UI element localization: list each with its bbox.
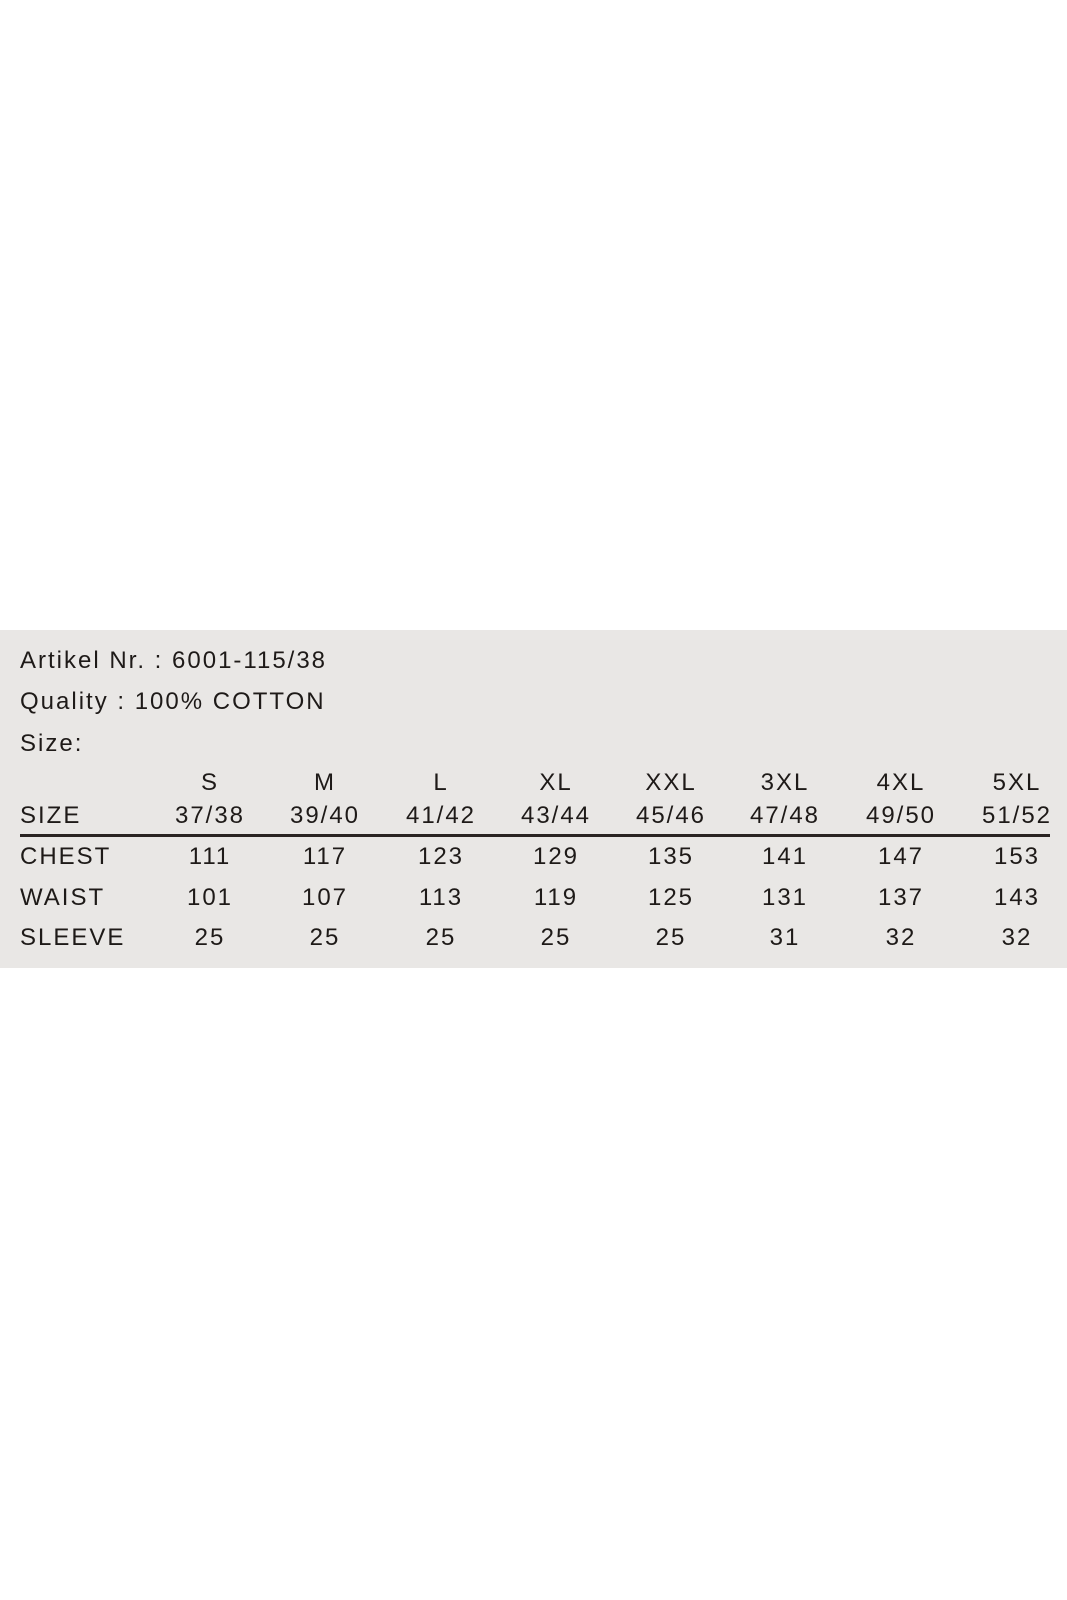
- size-range: 39/40: [289, 802, 361, 829]
- size-chart-panel: [0, 630, 1067, 968]
- size-range: 37/38: [174, 802, 246, 829]
- table-cell: 25: [194, 924, 226, 951]
- size-range: 43/44: [520, 802, 592, 829]
- table-cell: 25: [540, 924, 572, 951]
- size-code: 5XL: [992, 769, 1042, 796]
- table-cell: 137: [877, 884, 925, 911]
- table-cell: 111: [188, 843, 232, 870]
- size-code: XXL: [645, 769, 697, 796]
- table-cell: 25: [309, 924, 341, 951]
- size-range: 41/42: [405, 802, 477, 829]
- table-cell: 125: [647, 884, 695, 911]
- size-range: 49/50: [865, 802, 937, 829]
- size-code: XL: [539, 769, 573, 796]
- table-cell: 141: [761, 843, 809, 870]
- size-code: M: [314, 769, 336, 796]
- table-cell: 119: [533, 884, 579, 911]
- table-cell: 32: [1001, 924, 1033, 951]
- table-cell: 113: [418, 884, 464, 911]
- table-cell: 131: [761, 884, 809, 911]
- table-cell: 101: [186, 884, 234, 911]
- size-code: 4XL: [876, 769, 926, 796]
- table-cell: 117: [302, 843, 348, 870]
- size-range: 47/48: [749, 802, 821, 829]
- size-range: 45/46: [635, 802, 707, 829]
- article-number: Artikel Nr. : 6001-115/38: [20, 647, 328, 674]
- table-cell: 147: [877, 843, 925, 870]
- row-label-waist: WAIST: [20, 884, 106, 911]
- table-cell: 31: [769, 924, 801, 951]
- table-cell: 107: [301, 884, 349, 911]
- size-code: 3XL: [760, 769, 810, 796]
- table-cell: 123: [417, 843, 465, 870]
- size-header-label: SIZE: [20, 802, 82, 829]
- size-range: 51/52: [981, 802, 1053, 829]
- quality: Quality : 100% COTTON: [20, 688, 326, 715]
- table-cell: 32: [885, 924, 917, 951]
- row-label-sleeve: SLEEVE: [20, 924, 126, 951]
- table-cell: 25: [425, 924, 457, 951]
- size-code: S: [200, 769, 220, 796]
- table-divider: [20, 834, 1050, 837]
- size-code: L: [433, 769, 449, 796]
- table-cell: 25: [655, 924, 687, 951]
- row-label-chest: CHEST: [20, 843, 112, 870]
- table-cell: 143: [993, 884, 1041, 911]
- size-label: Size:: [20, 730, 84, 757]
- table-cell: 135: [647, 843, 695, 870]
- table-cell: 129: [532, 843, 580, 870]
- table-cell: 153: [993, 843, 1041, 870]
